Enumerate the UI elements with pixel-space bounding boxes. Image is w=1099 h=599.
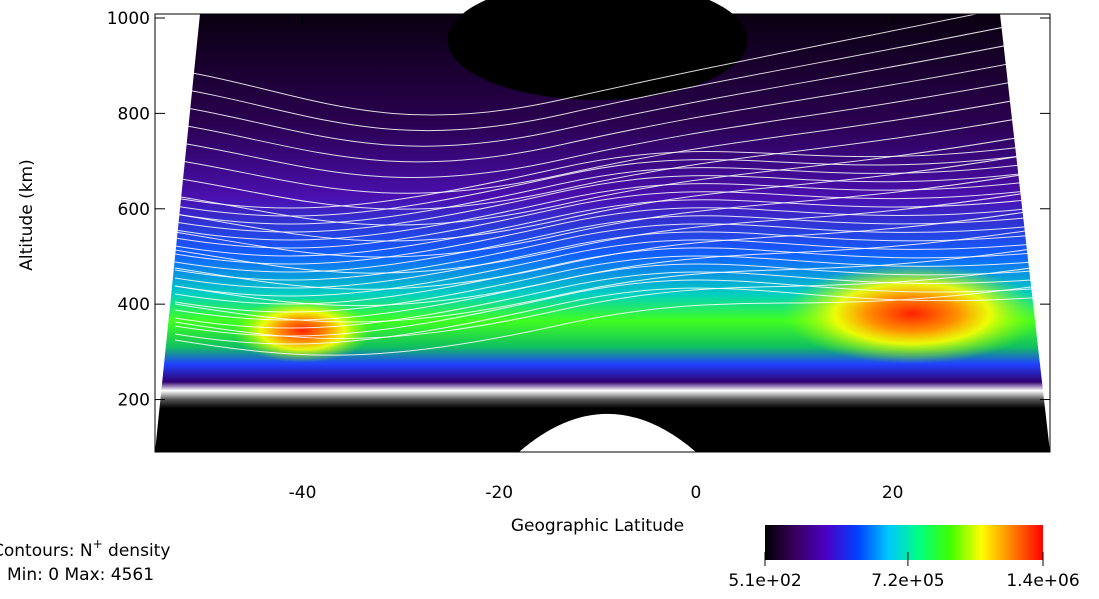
contour-line [174, 56, 1046, 163]
contour-line [174, 170, 1046, 258]
contour-line [174, 151, 1046, 242]
y-tick-label: 200 [118, 391, 150, 411]
y-axis-label: Altitude (km) [17, 159, 37, 271]
contour-line [174, 143, 1046, 209]
contour-line [174, 287, 1046, 345]
contour-line [174, 279, 1046, 337]
contour-line [174, 231, 1046, 289]
contour-line [174, 188, 1046, 249]
contour-line [174, 75, 1046, 179]
annotation-sup: + [93, 537, 103, 551]
plot-frame [154, 13, 1051, 453]
contour-line [174, 239, 1046, 297]
contour-line [174, 208, 1046, 290]
contour-line [174, 152, 1046, 217]
contour-line [174, 161, 1046, 225]
ground-dome [518, 413, 696, 452]
contour-line [174, 94, 1046, 194]
contour-line [174, 271, 1046, 329]
contour-line [174, 223, 1046, 281]
colorbar-tick-label: 1.4e+06 [1006, 571, 1079, 591]
contour-line [174, 18, 1046, 132]
colorbar [765, 525, 1043, 560]
contour-line [174, 247, 1046, 305]
y-tick-label: 1000 [107, 9, 150, 29]
contour-line [174, 113, 1046, 210]
dark-cap [447, 0, 748, 100]
density-field [154, 0, 1051, 453]
contour-line [174, 37, 1046, 147]
contour-line [174, 170, 1046, 233]
contour-line [174, 179, 1046, 241]
annotation-prefix: Contours: N [0, 541, 93, 561]
contour-line [174, 189, 1046, 274]
contour-line [174, 197, 1046, 257]
annotation-range: Min: 0 Max: 4561 [7, 565, 154, 585]
hot-spot [232, 298, 373, 363]
x-tick-label: 20 [882, 483, 904, 503]
x-tick-label: -20 [485, 483, 513, 503]
contour-line [174, 215, 1046, 273]
y-tick-label: 400 [118, 295, 150, 315]
colorbar-tick-label: 7.2e+05 [871, 571, 944, 591]
contour-line [174, 284, 1046, 356]
contour-line [174, 263, 1046, 321]
x-tick-label: -40 [289, 483, 317, 503]
colorbar-tick-label: 5.1e+02 [728, 571, 801, 591]
contour-line [174, 265, 1046, 339]
y-tick-label: 600 [118, 200, 150, 220]
contour-line [174, 206, 1046, 265]
annotation-title: Contours: N+ density [0, 537, 170, 561]
y-tick-label: 800 [118, 104, 150, 124]
x-axis-label: Geographic Latitude [511, 516, 684, 536]
contour-line [174, 0, 1046, 116]
annotation-suffix: density [103, 541, 171, 561]
contour-line [174, 255, 1046, 313]
x-tick-label: 0 [691, 483, 702, 503]
contour-line [174, 132, 1046, 226]
axes: 200 400 600 800 1000 -40 -20 0 20 5.1e+02 7.2e+05 1… [107, 9, 1080, 591]
